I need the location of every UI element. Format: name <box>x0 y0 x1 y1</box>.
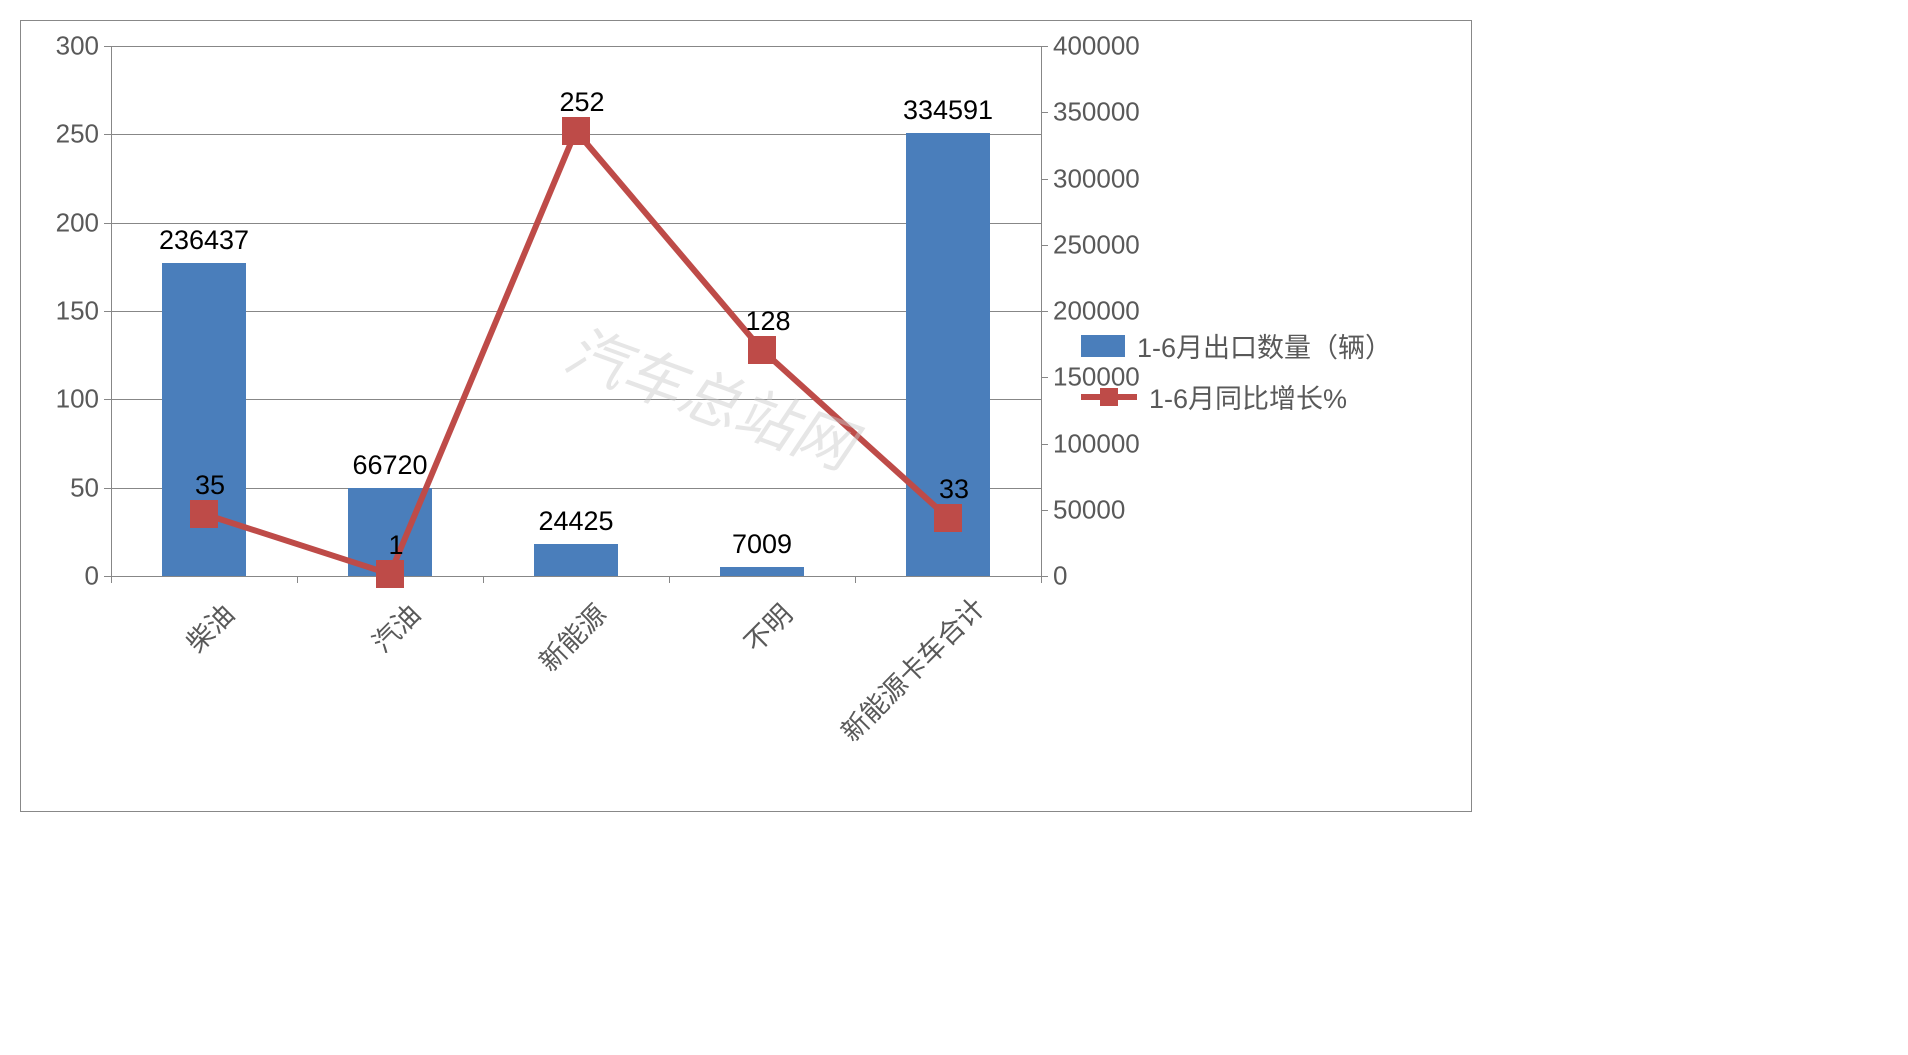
plot-area: 236437 66720 24425 7009 334591 35 1 252 128 33 <box>111 46 1041 576</box>
y-left-tick-label: 50 <box>29 472 99 503</box>
line-value-label: 1 <box>388 530 403 561</box>
gridline <box>111 399 1041 400</box>
line-value-label: 35 <box>195 470 225 501</box>
y-right-tick-label: 350000 <box>1053 97 1183 128</box>
legend-item-line: 1-6月同比增长% <box>1081 377 1392 416</box>
x-category-label: 新能源 <box>459 594 614 749</box>
x-category-label: 新能源卡车合计 <box>831 594 986 749</box>
line-marker <box>934 504 962 532</box>
line-marker <box>748 336 776 364</box>
x-category-label: 不明 <box>645 594 800 749</box>
line-marker <box>376 560 404 588</box>
bar-value-label: 334591 <box>903 95 993 126</box>
gridline <box>111 46 1041 47</box>
bar <box>720 567 804 576</box>
bar-value-label: 236437 <box>159 225 249 256</box>
x-category-label: 汽油 <box>273 594 428 749</box>
gridline <box>111 576 1041 577</box>
y-left-tick-label: 200 <box>29 207 99 238</box>
line-marker <box>190 500 218 528</box>
y-left-tick-label: 150 <box>29 296 99 327</box>
legend-bar-label: 1-6月出口数量（辆） <box>1137 326 1392 365</box>
y-right-tick-label: 250000 <box>1053 229 1183 260</box>
y-left-tick-label: 0 <box>29 561 99 592</box>
bar-value-label: 7009 <box>732 529 792 560</box>
bar-value-label: 24425 <box>538 506 613 537</box>
y-right-tick-label: 200000 <box>1053 296 1183 327</box>
gridline <box>111 223 1041 224</box>
y-left-tick-label: 100 <box>29 384 99 415</box>
x-category-label: 柴油 <box>87 594 242 749</box>
line-value-label: 128 <box>745 306 790 337</box>
chart-container: 236437 66720 24425 7009 334591 35 1 252 128 33 0 5… <box>20 20 1472 812</box>
y-right-tick-label: 50000 <box>1053 494 1183 525</box>
legend-bar-swatch <box>1081 335 1125 357</box>
legend-item-bars: 1-6月出口数量（辆） <box>1081 326 1392 365</box>
y-right-tick-label: 400000 <box>1053 31 1183 62</box>
legend: 1-6月出口数量（辆） 1-6月同比增长% <box>1081 326 1392 428</box>
legend-line-label: 1-6月同比增长% <box>1149 377 1347 416</box>
y-left-tick-label: 250 <box>29 119 99 150</box>
line-value-label: 252 <box>559 87 604 118</box>
gridline <box>111 488 1041 489</box>
bar-value-label: 66720 <box>352 450 427 481</box>
y-right-tick-label: 100000 <box>1053 428 1183 459</box>
gridline <box>111 311 1041 312</box>
bar <box>162 263 246 576</box>
bar <box>534 544 618 576</box>
y-right-tick-label: 300000 <box>1053 163 1183 194</box>
legend-line-swatch <box>1081 386 1137 408</box>
y-left-tick-label: 300 <box>29 31 99 62</box>
y-right-tick-label: 0 <box>1053 561 1183 592</box>
line-value-label: 33 <box>939 474 969 505</box>
line-marker <box>562 117 590 145</box>
line-segment <box>574 129 765 352</box>
